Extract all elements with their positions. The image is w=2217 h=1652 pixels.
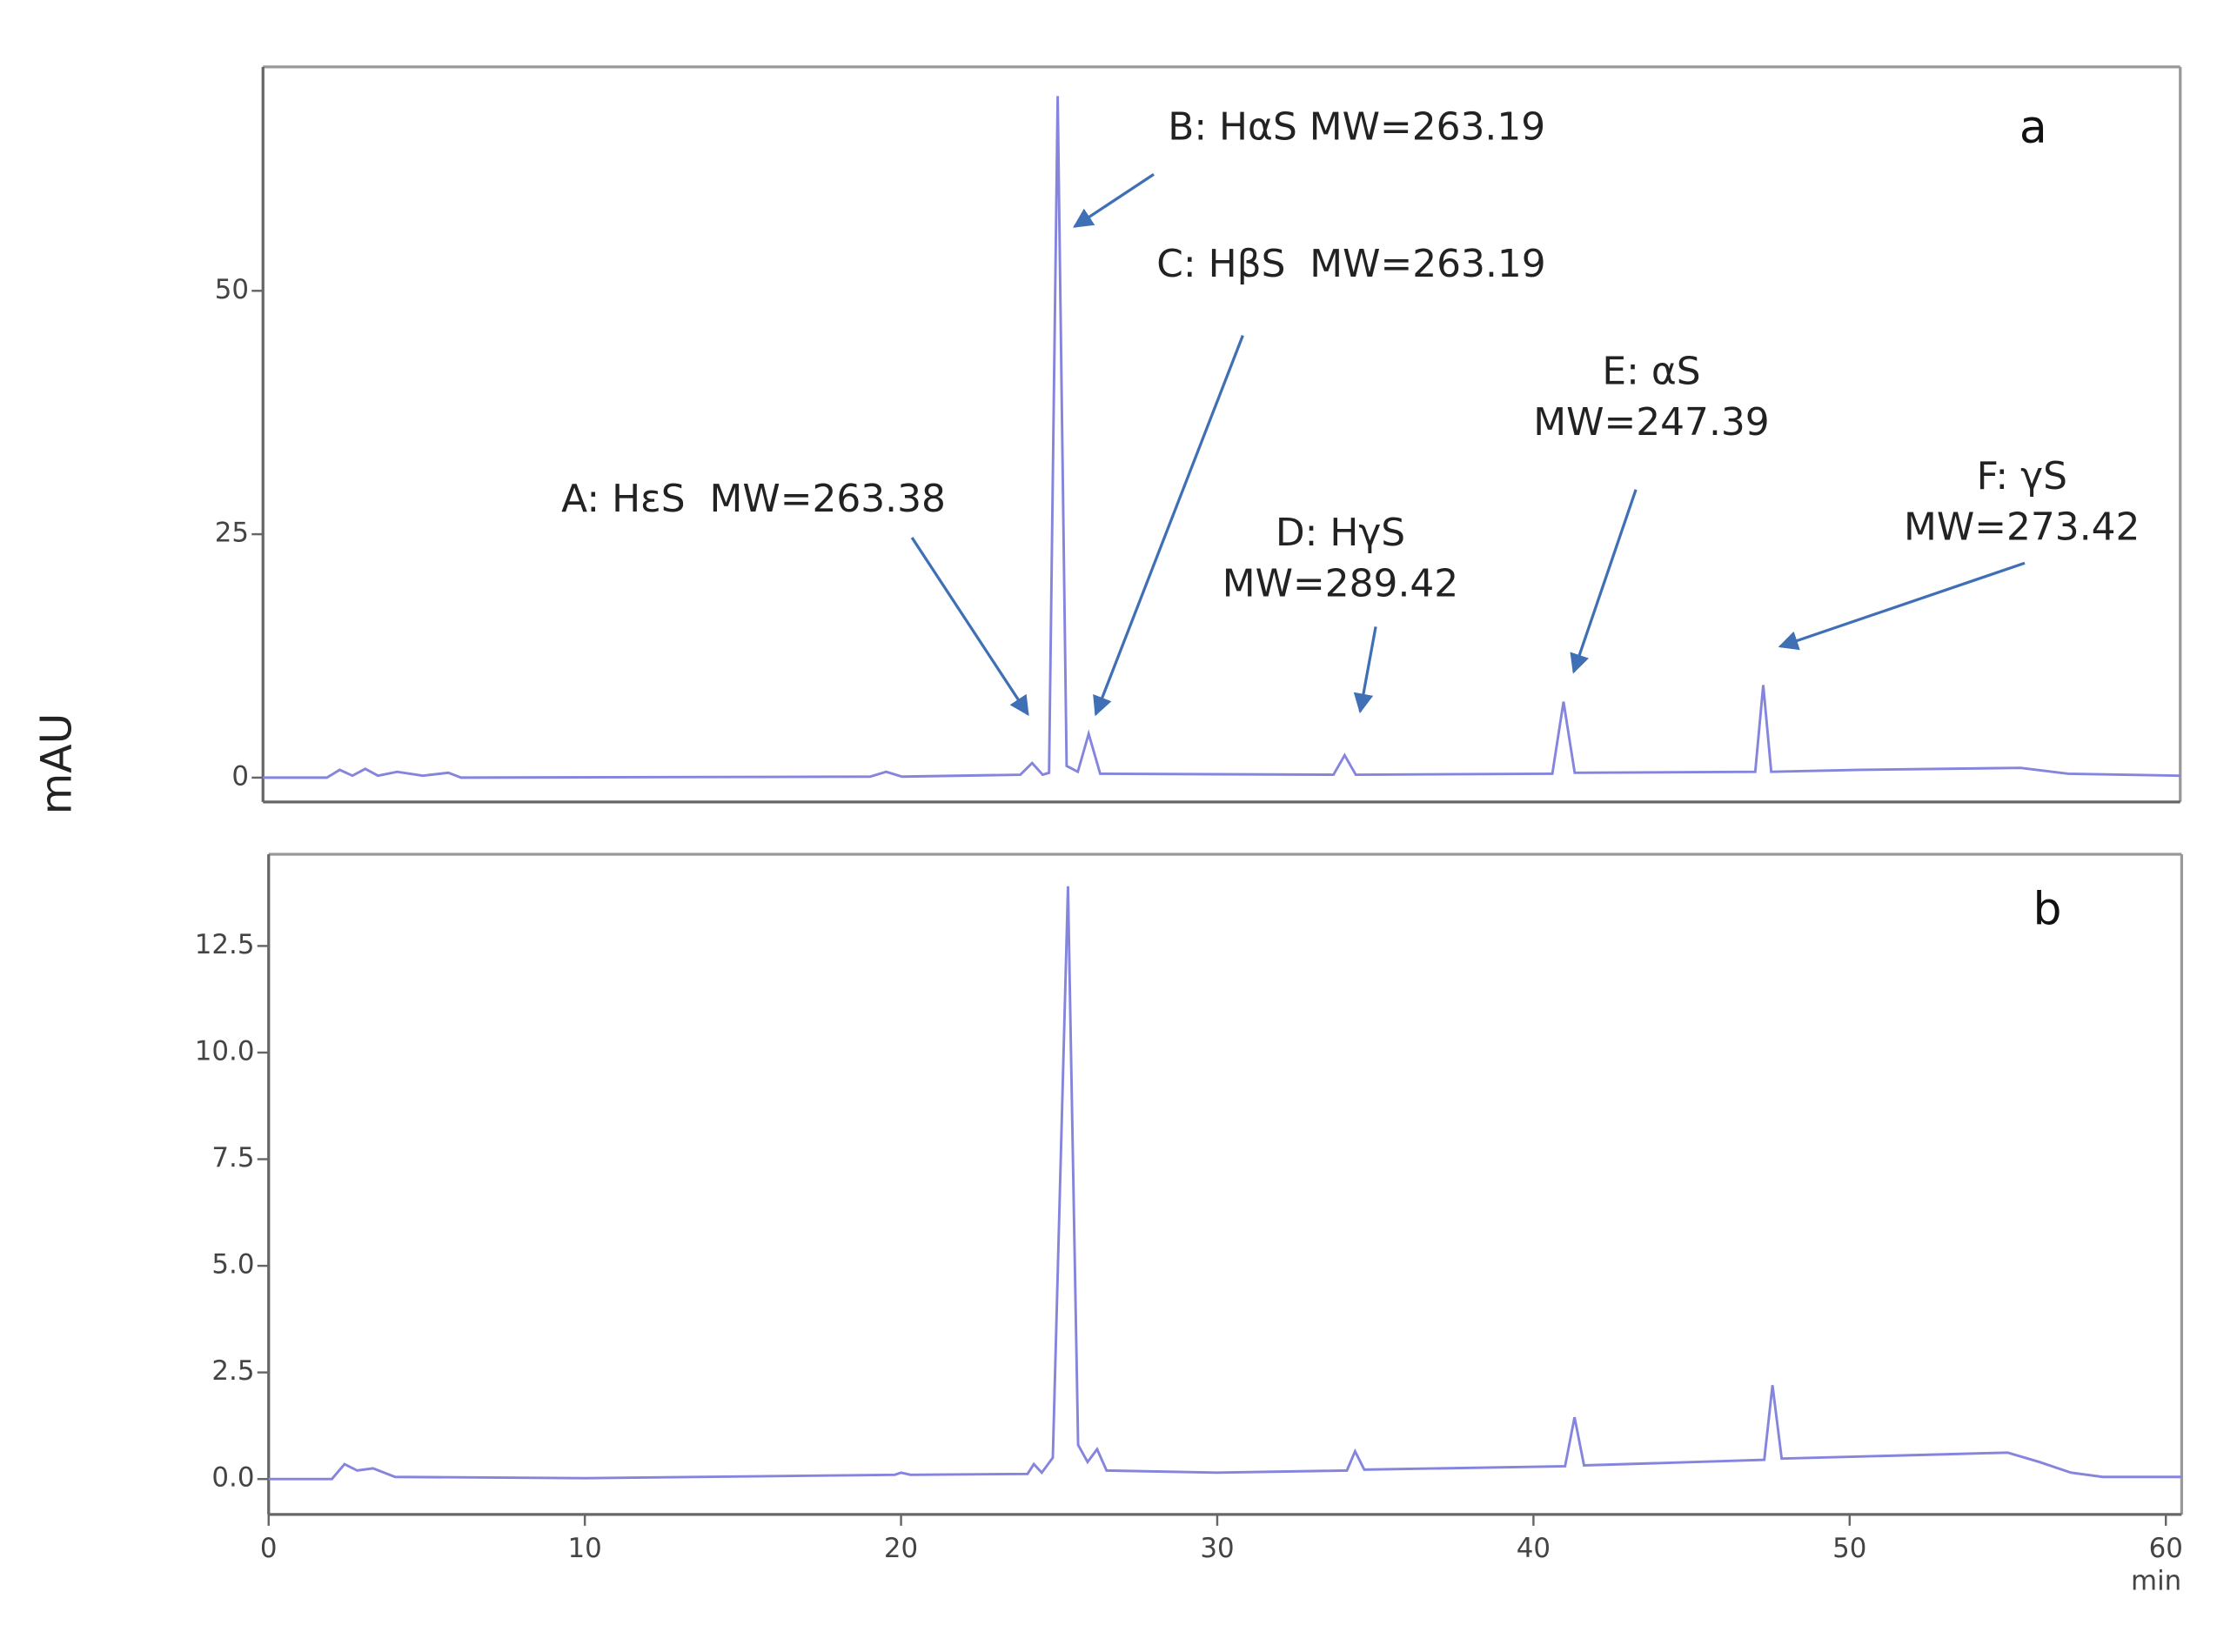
annotation-arrow <box>1353 626 1377 714</box>
panel-label: a <box>2019 102 2047 154</box>
annotation: B: HαS MW=263.19 <box>1168 104 1545 149</box>
annotation: C: HβS MW=263.19 <box>1156 242 1545 286</box>
y-tick-label: 10.0 <box>195 1035 255 1067</box>
annotation-arrow <box>1778 561 2026 651</box>
annotation-arrow <box>910 537 1029 717</box>
y-tick-label: 5.0 <box>211 1249 254 1281</box>
y-tick-label: 0 <box>231 760 249 792</box>
y-tick-label: 25 <box>215 518 249 549</box>
annotation-arrow <box>1570 489 1638 674</box>
y-axis-label: mAU <box>32 713 81 815</box>
annotation-arrow <box>1093 335 1244 717</box>
x-tick-label: 20 <box>884 1533 918 1564</box>
x-tick-label: 30 <box>1200 1533 1234 1564</box>
y-tick-label: 0.0 <box>211 1462 254 1494</box>
y-tick-label: 50 <box>215 274 249 305</box>
x-axis-label: min <box>2131 1565 2181 1596</box>
x-tick-label: 10 <box>568 1533 602 1564</box>
trace <box>268 886 2182 1481</box>
annotation: A: HεS MW=263.38 <box>561 477 946 521</box>
annotation: E: αS <box>1602 350 1700 394</box>
y-tick-label: 12.5 <box>195 929 255 960</box>
x-tick-label: 40 <box>1517 1533 1551 1564</box>
x-tick-label: 60 <box>2149 1533 2183 1564</box>
annotation: D: HγS <box>1276 511 1405 555</box>
x-tick-label: 0 <box>260 1533 278 1564</box>
x-tick-label: 50 <box>1832 1533 1866 1564</box>
annotation-arrow <box>1073 173 1155 228</box>
trace <box>263 96 2180 779</box>
y-tick-label: 7.5 <box>211 1142 254 1174</box>
annotation: F: γS <box>1977 454 2067 498</box>
annotation: MW=289.42 <box>1222 561 1458 605</box>
annotation: MW=247.39 <box>1533 400 1769 445</box>
annotation: MW=273.42 <box>1904 505 2140 549</box>
panel-label: b <box>2033 884 2061 936</box>
y-tick-label: 2.5 <box>211 1355 254 1387</box>
